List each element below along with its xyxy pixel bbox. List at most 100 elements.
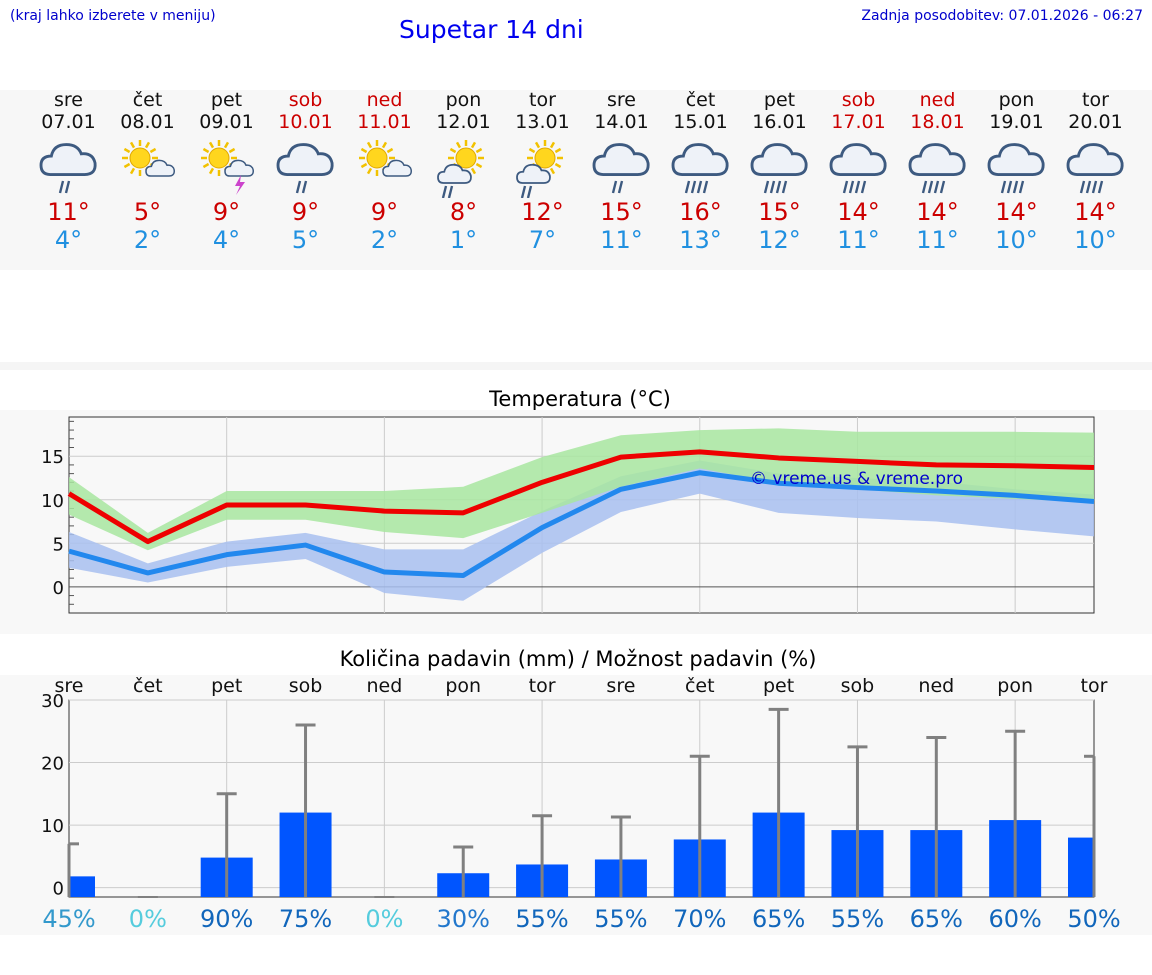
day-date: 09.01 — [199, 111, 254, 133]
x-tick-label: sre — [55, 675, 84, 697]
day-date: 12.01 — [436, 111, 491, 133]
y-tick-label: 5 — [53, 534, 64, 555]
min-temp-line — [68, 470, 1095, 579]
sun-thunder-icon — [187, 136, 266, 198]
day-name: pon — [445, 89, 482, 111]
day-name: ned — [919, 89, 956, 111]
max-temp: 8° — [449, 198, 478, 226]
day-column: sob 17.01 14° 11° — [819, 89, 898, 254]
last-update: Zadnja posodobitev: 07.01.2026 - 06:27 — [861, 8, 1143, 24]
day-name: pon — [998, 89, 1035, 111]
max-temp: 11° — [47, 198, 90, 226]
day-column: čet 15.01 16° 13° — [661, 89, 740, 254]
max-temp: 14° — [916, 198, 959, 226]
precipitation-probability: 65% — [910, 905, 963, 933]
max-temp: 9° — [212, 198, 241, 226]
precipitation-probability: 70% — [673, 905, 726, 933]
max-temp: 15° — [600, 198, 643, 226]
precipitation-probability: 0% — [129, 905, 167, 933]
min-temp: 4° — [212, 226, 241, 254]
day-name: čet — [685, 89, 716, 111]
y-tick-label: 0 — [53, 578, 64, 599]
x-tick-label: pon — [445, 675, 481, 697]
day-column: sre 14.01 15° 11° — [582, 89, 661, 254]
day-date: 13.01 — [515, 111, 570, 133]
cloud-heavy-rain-icon — [819, 136, 898, 198]
y-tick-label: 30 — [41, 691, 64, 712]
day-date: 18.01 — [910, 111, 965, 133]
min-temp: 5° — [291, 226, 320, 254]
x-tick-label: tor — [529, 675, 556, 697]
forecast-strip — [0, 90, 1152, 270]
min-temp: 2° — [370, 226, 399, 254]
max-temp: 12° — [521, 198, 564, 226]
day-name: sre — [607, 89, 636, 111]
min-temp: 13° — [679, 226, 722, 254]
day-date: 20.01 — [1068, 111, 1123, 133]
day-column: ned 18.01 14° 11° — [898, 89, 977, 254]
x-tick-label: tor — [1081, 675, 1108, 697]
precipitation-probability: 0% — [365, 905, 403, 933]
min-temp: 10° — [1074, 226, 1117, 254]
max-temp: 15° — [758, 198, 801, 226]
x-tick-label: sob — [841, 675, 875, 697]
precipitation-probability: 50% — [1067, 905, 1120, 933]
cloud-heavy-rain-icon — [898, 136, 977, 198]
max-temp: 9° — [291, 198, 320, 226]
precipitation-probability: 90% — [200, 905, 253, 933]
location-hint: (kraj lahko izberete v meniju) — [10, 8, 216, 24]
max-temp: 16° — [679, 198, 722, 226]
precipitation-bar — [69, 876, 95, 897]
y-tick-label: 10 — [41, 491, 64, 512]
day-date: 16.01 — [752, 111, 807, 133]
min-temp: 4° — [54, 226, 83, 254]
min-temp: 11° — [916, 226, 959, 254]
divider — [0, 362, 1152, 370]
day-name: tor — [1082, 89, 1109, 111]
min-temp: 11° — [600, 226, 643, 254]
min-temp: 7° — [528, 226, 557, 254]
max-temp: 9° — [370, 198, 399, 226]
cloud-heavy-rain-icon — [661, 136, 740, 198]
day-column: pon 19.01 14° 10° — [977, 89, 1056, 254]
x-tick-label: čet — [133, 675, 163, 697]
x-tick-label: čet — [685, 675, 715, 697]
day-date: 11.01 — [357, 111, 412, 133]
x-tick-label: ned — [918, 675, 954, 697]
y-tick-label: 0 — [53, 879, 64, 900]
day-name: pet — [763, 89, 796, 111]
x-tick-label: pet — [211, 675, 242, 697]
day-name: sre — [54, 89, 83, 111]
day-date: 17.01 — [831, 111, 886, 133]
day-column: pet 16.01 15° 12° — [740, 89, 819, 254]
x-tick-label: sre — [606, 675, 635, 697]
watermark: © vreme.us & vreme.pro — [750, 469, 963, 489]
x-tick-label: ned — [366, 675, 402, 697]
max-temp: 5° — [133, 198, 162, 226]
day-column: tor 13.01 12° 7° — [503, 89, 582, 254]
x-tick-label: pet — [763, 675, 794, 697]
min-temp: 12° — [758, 226, 801, 254]
precipitation-probability: 45% — [42, 905, 95, 933]
day-date: 19.01 — [989, 111, 1044, 133]
precipitation-bar — [1068, 837, 1094, 897]
cloud-heavy-rain-icon — [1056, 136, 1135, 198]
min-temp: 1° — [449, 226, 478, 254]
day-name: sob — [841, 89, 876, 111]
min-temp: 2° — [133, 226, 162, 254]
sun-cloud-rain-icon — [424, 136, 503, 199]
max-temp: 14° — [1074, 198, 1117, 226]
sun-cloud-icon — [108, 136, 187, 198]
day-column: pet 09.01 9° 4° — [187, 89, 266, 254]
precipitation-probability: 65% — [752, 905, 805, 933]
day-column: ned 11.01 9° 2° — [345, 89, 424, 254]
day-column: tor 20.01 14° 10° — [1056, 89, 1135, 254]
precipitation-probability: 60% — [988, 905, 1041, 933]
min-temp-range-band — [69, 460, 1094, 601]
cloud-heavy-rain-icon — [977, 136, 1056, 198]
page-title: Supetar 14 dni — [399, 15, 584, 44]
max-temp-line — [67, 449, 1095, 545]
day-name: tor — [529, 89, 556, 111]
min-temp: 10° — [995, 226, 1038, 254]
